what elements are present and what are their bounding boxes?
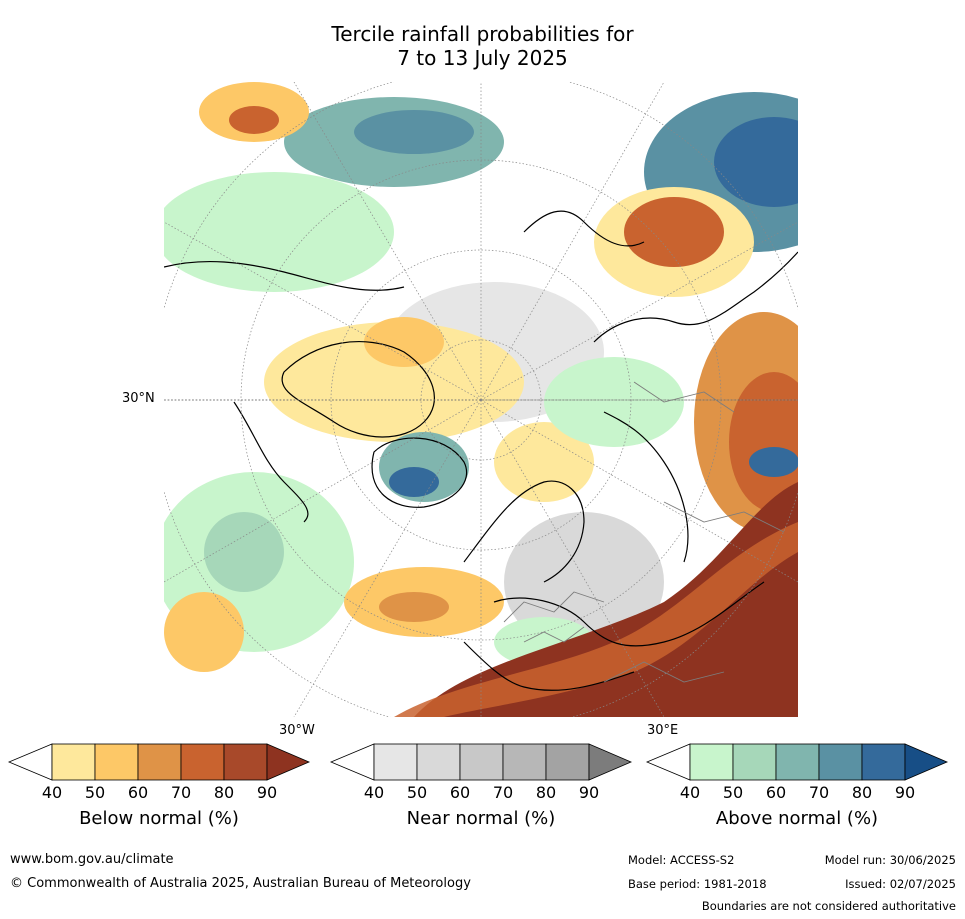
- swatch-near-6: [588, 743, 633, 781]
- issued-text: Issued: 02/07/2025: [845, 877, 956, 891]
- tick-below-80: 80: [213, 783, 235, 802]
- website-link[interactable]: www.bom.gov.au/climate: [10, 852, 174, 867]
- colorbar-above-swatches: [645, 743, 949, 781]
- chart-title: Tercile rainfall probabilities for 7 to …: [0, 22, 965, 70]
- tick-near-60: 60: [449, 783, 471, 802]
- lon-label-30e: 30°E: [647, 723, 679, 738]
- swatch-near-5: [545, 743, 590, 781]
- model-run-text: Model run: 30/06/2025: [824, 853, 956, 867]
- region-north-blue-dark: [354, 110, 474, 154]
- copyright-text: © Commonwealth of Australia 2025, Austra…: [10, 876, 471, 891]
- region-canada-yellow: [264, 322, 524, 442]
- swatch-below-0: [7, 743, 53, 781]
- swatch-above-4: [818, 743, 863, 781]
- tick-above-80: 80: [851, 783, 873, 802]
- tick-below-60: 60: [127, 783, 149, 802]
- model-text: Model: ACCESS-S2: [628, 853, 735, 867]
- tick-above-90: 90: [894, 783, 916, 802]
- region-atlantic-orange-dark: [379, 592, 449, 622]
- disclaimer-text: Boundaries are not considered authoritat…: [701, 899, 956, 913]
- colorbar-above-normal: [645, 743, 949, 781]
- swatch-near-0: [329, 743, 375, 781]
- swatch-above-6: [904, 743, 949, 781]
- colorbar-below-normal: [7, 743, 311, 781]
- colorbar-below-title: Below normal (%): [79, 808, 239, 829]
- swatch-below-6: [266, 743, 311, 781]
- tick-near-90: 90: [578, 783, 600, 802]
- swatch-above-5: [861, 743, 906, 781]
- swatch-below-1: [51, 743, 96, 781]
- title-line-2: 7 to 13 July 2025: [397, 46, 568, 70]
- region-south-brown-edge: [394, 522, 798, 717]
- tick-above-40: 40: [679, 783, 701, 802]
- tick-near-70: 70: [492, 783, 514, 802]
- tick-near-50: 50: [406, 783, 428, 802]
- region-scandinavia-yellow: [494, 422, 594, 502]
- region-east-blue: [749, 447, 798, 477]
- swatch-below-3: [137, 743, 182, 781]
- title-line-1: Tercile rainfall probabilities for: [331, 22, 634, 46]
- colorbar-below-swatches: [7, 743, 311, 781]
- forecast-map[interactable]: [164, 82, 798, 717]
- swatch-above-3: [775, 743, 820, 781]
- region-siberia-orange: [624, 197, 724, 267]
- region-ne-blue-dark: [714, 117, 798, 207]
- tick-below-70: 70: [170, 783, 192, 802]
- swatch-above-1: [689, 743, 734, 781]
- region-canada-orange: [364, 317, 444, 367]
- region-nw-orange-dark: [229, 106, 279, 134]
- colorbar-above-title: Above normal (%): [715, 808, 879, 829]
- swatch-below-5: [223, 743, 268, 781]
- map-canvas: [164, 82, 798, 717]
- region-west-orange: [164, 592, 244, 672]
- swatch-above-0: [645, 743, 691, 781]
- swatch-near-1: [373, 743, 418, 781]
- lat-label-30n: 30°N: [122, 391, 155, 406]
- swatch-above-2: [732, 743, 777, 781]
- region-asia-green: [544, 357, 684, 447]
- region-east-orange-dark: [729, 372, 798, 512]
- swatch-below-4: [180, 743, 225, 781]
- swatch-near-2: [416, 743, 461, 781]
- tick-above-50: 50: [722, 783, 744, 802]
- swatch-near-4: [502, 743, 547, 781]
- region-atlantic-teal: [204, 512, 284, 592]
- colorbar-near-title: Near normal (%): [406, 808, 556, 829]
- coastlines: [164, 210, 798, 691]
- colorbar-near-normal: [329, 743, 633, 781]
- tick-near-40: 40: [363, 783, 385, 802]
- tick-above-60: 60: [765, 783, 787, 802]
- colorbar-near-swatches: [329, 743, 633, 781]
- swatch-near-3: [459, 743, 504, 781]
- tick-below-40: 40: [41, 783, 63, 802]
- region-south-brown: [414, 482, 798, 717]
- swatch-below-2: [94, 743, 139, 781]
- tick-near-80: 80: [535, 783, 557, 802]
- base-period-text: Base period: 1981-2018: [628, 877, 767, 891]
- tick-below-50: 50: [84, 783, 106, 802]
- tick-above-70: 70: [808, 783, 830, 802]
- lon-label-30w: 30°W: [279, 723, 315, 738]
- country-boundaries: [503, 381, 785, 683]
- region-pacific-green: [164, 172, 394, 292]
- region-greenland-dark: [389, 467, 439, 497]
- tick-below-90: 90: [256, 783, 278, 802]
